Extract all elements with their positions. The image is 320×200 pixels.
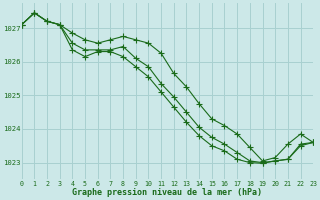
X-axis label: Graphe pression niveau de la mer (hPa): Graphe pression niveau de la mer (hPa) [72, 188, 262, 197]
